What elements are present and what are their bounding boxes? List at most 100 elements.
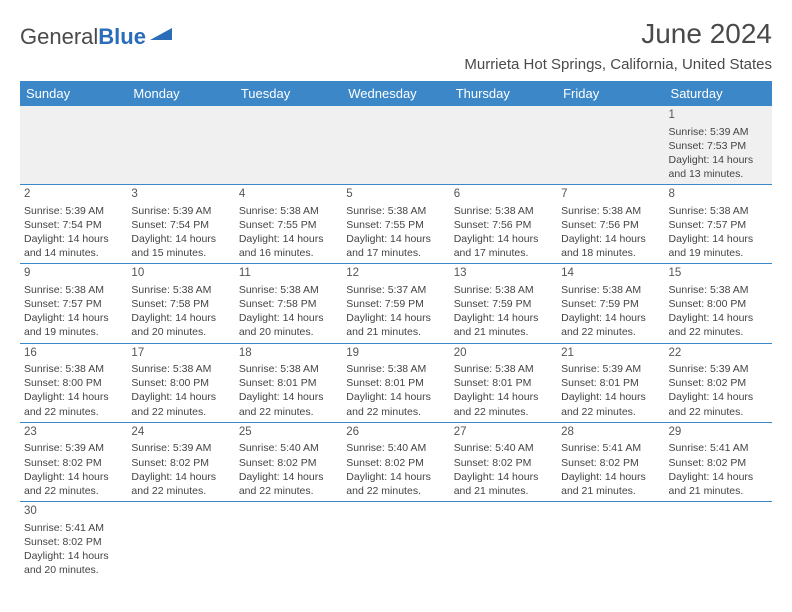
cell-line: Sunrise: 5:39 AM <box>561 362 660 376</box>
cell-line: and 20 minutes. <box>239 325 338 339</box>
cell-line: Sunset: 8:01 PM <box>346 376 445 390</box>
calendar-cell <box>665 502 772 581</box>
cell-line: Daylight: 14 hours <box>24 470 123 484</box>
cell-line: Daylight: 14 hours <box>24 232 123 246</box>
cell-line: Sunrise: 5:41 AM <box>24 521 123 535</box>
cell-line: and 22 minutes. <box>24 405 123 419</box>
cell-line: and 19 minutes. <box>24 325 123 339</box>
cell-line: Sunset: 7:58 PM <box>131 297 230 311</box>
weekday-header: Monday <box>127 81 234 106</box>
calendar-row: 23Sunrise: 5:39 AMSunset: 8:02 PMDayligh… <box>20 422 772 501</box>
cell-line: Daylight: 14 hours <box>24 311 123 325</box>
day-number: 13 <box>454 266 553 282</box>
calendar-cell: 1Sunrise: 5:39 AMSunset: 7:53 PMDaylight… <box>665 106 772 185</box>
cell-line: Daylight: 14 hours <box>24 390 123 404</box>
calendar-cell: 22Sunrise: 5:39 AMSunset: 8:02 PMDayligh… <box>665 343 772 422</box>
day-number: 9 <box>24 266 123 282</box>
cell-line: Sunrise: 5:38 AM <box>346 362 445 376</box>
calendar-cell <box>235 502 342 581</box>
cell-line: Daylight: 14 hours <box>454 470 553 484</box>
calendar-cell: 26Sunrise: 5:40 AMSunset: 8:02 PMDayligh… <box>342 422 449 501</box>
cell-line: and 22 minutes. <box>239 484 338 498</box>
cell-line: Daylight: 14 hours <box>561 311 660 325</box>
day-number: 2 <box>24 187 123 203</box>
cell-line: and 21 minutes. <box>454 325 553 339</box>
cell-line: Daylight: 14 hours <box>669 153 768 167</box>
calendar-row: 16Sunrise: 5:38 AMSunset: 8:00 PMDayligh… <box>20 343 772 422</box>
cell-line: and 17 minutes. <box>346 246 445 260</box>
cell-line: Daylight: 14 hours <box>454 311 553 325</box>
weekday-row: Sunday Monday Tuesday Wednesday Thursday… <box>20 81 772 106</box>
calendar-row: 30Sunrise: 5:41 AMSunset: 8:02 PMDayligh… <box>20 502 772 581</box>
cell-line: Sunrise: 5:38 AM <box>239 204 338 218</box>
calendar-row: 2Sunrise: 5:39 AMSunset: 7:54 PMDaylight… <box>20 185 772 264</box>
weekday-header: Sunday <box>20 81 127 106</box>
cell-line: and 22 minutes. <box>131 484 230 498</box>
cell-line: and 22 minutes. <box>24 484 123 498</box>
calendar-cell: 23Sunrise: 5:39 AMSunset: 8:02 PMDayligh… <box>20 422 127 501</box>
cell-line: Sunrise: 5:38 AM <box>131 362 230 376</box>
cell-line: Sunrise: 5:38 AM <box>454 283 553 297</box>
cell-line: Daylight: 14 hours <box>24 549 123 563</box>
cell-line: Sunset: 7:55 PM <box>239 218 338 232</box>
day-number: 19 <box>346 346 445 362</box>
cell-line: Sunset: 8:00 PM <box>24 376 123 390</box>
cell-line: Daylight: 14 hours <box>131 232 230 246</box>
calendar-cell: 12Sunrise: 5:37 AMSunset: 7:59 PMDayligh… <box>342 264 449 343</box>
cell-line: Daylight: 14 hours <box>454 390 553 404</box>
cell-line: and 22 minutes. <box>669 325 768 339</box>
cell-line: Sunrise: 5:38 AM <box>669 283 768 297</box>
cell-line: Sunrise: 5:38 AM <box>561 283 660 297</box>
cell-line: and 22 minutes. <box>454 405 553 419</box>
cell-line: Daylight: 14 hours <box>346 311 445 325</box>
day-number: 18 <box>239 346 338 362</box>
cell-line: Sunrise: 5:38 AM <box>239 283 338 297</box>
calendar-cell: 20Sunrise: 5:38 AMSunset: 8:01 PMDayligh… <box>450 343 557 422</box>
cell-line: Sunrise: 5:39 AM <box>669 362 768 376</box>
cell-line: Sunrise: 5:40 AM <box>239 441 338 455</box>
cell-line: Sunrise: 5:38 AM <box>561 204 660 218</box>
day-number: 30 <box>24 504 123 520</box>
calendar-cell <box>342 502 449 581</box>
cell-line: Daylight: 14 hours <box>346 390 445 404</box>
cell-line: and 22 minutes. <box>346 484 445 498</box>
cell-line: Sunset: 7:57 PM <box>669 218 768 232</box>
cell-line: Sunrise: 5:38 AM <box>131 283 230 297</box>
cell-line: and 21 minutes. <box>669 484 768 498</box>
cell-line: Sunset: 8:02 PM <box>669 456 768 470</box>
cell-line: and 14 minutes. <box>24 246 123 260</box>
calendar-cell: 11Sunrise: 5:38 AMSunset: 7:58 PMDayligh… <box>235 264 342 343</box>
cell-line: and 18 minutes. <box>561 246 660 260</box>
cell-line: Sunset: 7:59 PM <box>561 297 660 311</box>
day-number: 8 <box>669 187 768 203</box>
day-number: 11 <box>239 266 338 282</box>
day-number: 16 <box>24 346 123 362</box>
cell-line: Daylight: 14 hours <box>561 470 660 484</box>
cell-line: Sunset: 8:02 PM <box>24 456 123 470</box>
cell-line: Daylight: 14 hours <box>669 470 768 484</box>
calendar-cell: 24Sunrise: 5:39 AMSunset: 8:02 PMDayligh… <box>127 422 234 501</box>
day-number: 25 <box>239 425 338 441</box>
cell-line: Sunset: 8:01 PM <box>454 376 553 390</box>
cell-line: and 21 minutes. <box>561 484 660 498</box>
cell-line: Daylight: 14 hours <box>239 470 338 484</box>
calendar-cell: 25Sunrise: 5:40 AMSunset: 8:02 PMDayligh… <box>235 422 342 501</box>
cell-line: and 19 minutes. <box>669 246 768 260</box>
cell-line: Sunset: 8:00 PM <box>669 297 768 311</box>
calendar-cell: 9Sunrise: 5:38 AMSunset: 7:57 PMDaylight… <box>20 264 127 343</box>
cell-line: and 22 minutes. <box>239 405 338 419</box>
cell-line: Sunset: 8:02 PM <box>131 456 230 470</box>
calendar-cell: 17Sunrise: 5:38 AMSunset: 8:00 PMDayligh… <box>127 343 234 422</box>
calendar-document: GeneralBlue June 2024 Murrieta Hot Sprin… <box>0 0 792 590</box>
cell-line: and 17 minutes. <box>454 246 553 260</box>
calendar-cell <box>557 502 664 581</box>
calendar-row: 9Sunrise: 5:38 AMSunset: 7:57 PMDaylight… <box>20 264 772 343</box>
day-number: 23 <box>24 425 123 441</box>
cell-line: Daylight: 14 hours <box>669 311 768 325</box>
calendar-cell: 10Sunrise: 5:38 AMSunset: 7:58 PMDayligh… <box>127 264 234 343</box>
cell-line: Sunset: 8:02 PM <box>669 376 768 390</box>
cell-line: Sunrise: 5:39 AM <box>24 441 123 455</box>
calendar-row: 1Sunrise: 5:39 AMSunset: 7:53 PMDaylight… <box>20 106 772 185</box>
cell-line: Sunrise: 5:38 AM <box>454 362 553 376</box>
cell-line: Sunrise: 5:39 AM <box>24 204 123 218</box>
